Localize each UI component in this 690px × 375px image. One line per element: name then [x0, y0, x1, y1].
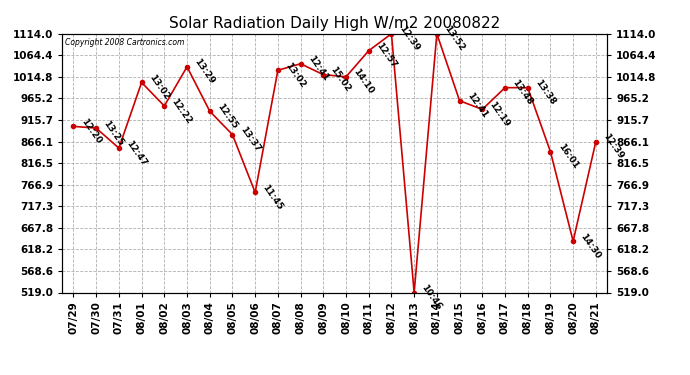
Text: 13:52: 13:52	[442, 24, 466, 53]
Text: 12:47: 12:47	[124, 139, 148, 168]
Text: 12:19: 12:19	[488, 100, 512, 129]
Text: 13:02: 13:02	[147, 73, 171, 102]
Text: Copyright 2008 Cartronics.com: Copyright 2008 Cartronics.com	[65, 38, 184, 46]
Text: 14:30: 14:30	[579, 232, 602, 261]
Text: 13:38: 13:38	[533, 78, 557, 107]
Title: Solar Radiation Daily High W/m2 20080822: Solar Radiation Daily High W/m2 20080822	[169, 16, 500, 31]
Text: 10:46: 10:46	[420, 283, 444, 312]
Text: 12:39: 12:39	[602, 132, 625, 161]
Text: 12:20: 12:20	[79, 117, 103, 146]
Text: 12:41: 12:41	[306, 54, 330, 83]
Text: 12:22: 12:22	[170, 97, 194, 125]
Text: 13:25: 13:25	[101, 119, 126, 147]
Text: 11:45: 11:45	[261, 183, 284, 212]
Text: 12:41: 12:41	[465, 92, 489, 120]
Text: 13:29: 13:29	[193, 57, 217, 86]
Text: 13:48: 13:48	[511, 78, 535, 107]
Text: 13:37: 13:37	[238, 125, 262, 154]
Text: 14:10: 14:10	[352, 68, 375, 96]
Text: 15:02: 15:02	[329, 65, 353, 94]
Text: 12:57: 12:57	[374, 41, 398, 70]
Text: 12:39: 12:39	[397, 24, 421, 53]
Text: 16:01: 16:01	[556, 142, 580, 171]
Text: 13:02: 13:02	[284, 61, 307, 90]
Text: 12:55: 12:55	[215, 102, 239, 130]
